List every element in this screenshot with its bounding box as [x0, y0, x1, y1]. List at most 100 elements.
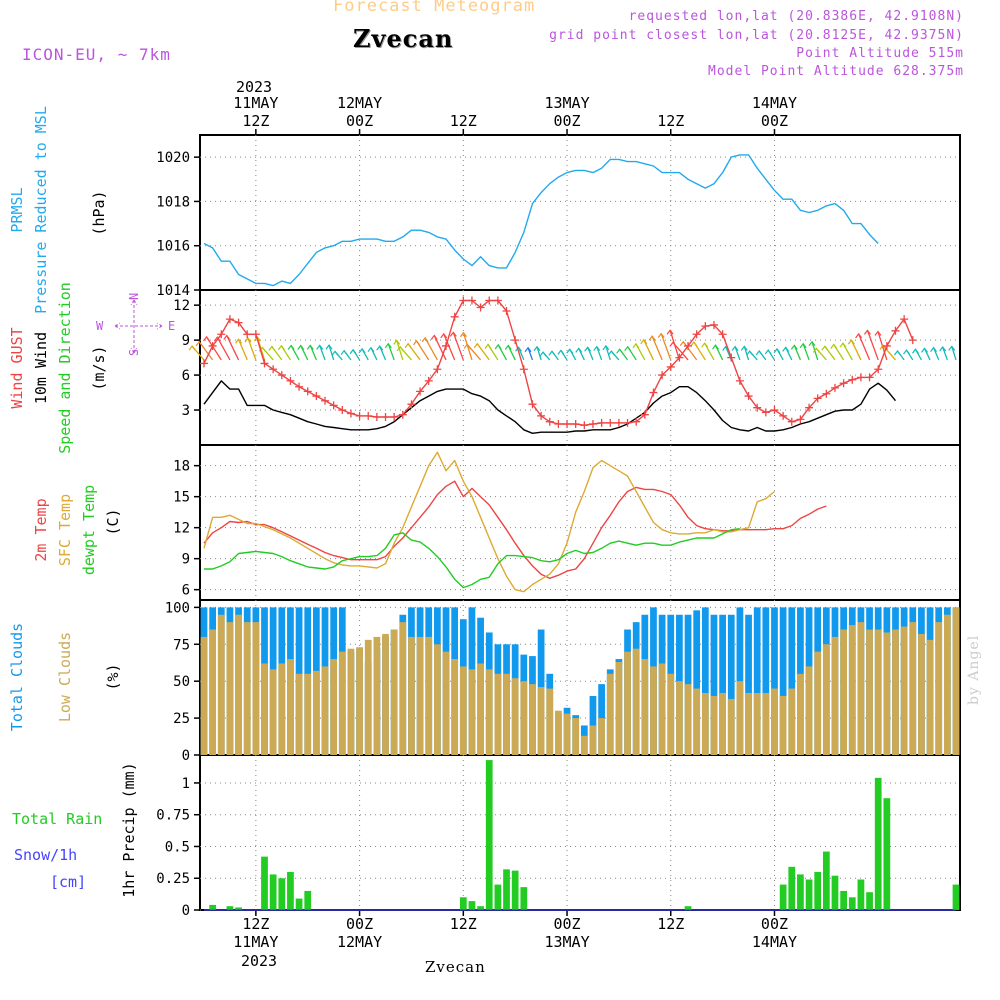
- wind-direction-arrow: [452, 332, 464, 361]
- low-clouds-bar: [840, 629, 848, 755]
- low-clouds-bar: [364, 639, 372, 755]
- wind-direction-arrow: [536, 346, 542, 361]
- rain-bar: [304, 890, 312, 910]
- y-tick-label: 1016: [156, 239, 190, 255]
- wind-gust-marker: [519, 365, 528, 374]
- t2m-line: [203, 480, 827, 579]
- wind-gust-marker: [891, 326, 900, 335]
- wind-gust-marker: [632, 417, 641, 426]
- wind-gust-marker: [623, 418, 632, 427]
- low-clouds-bar: [874, 629, 882, 755]
- low-clouds-bar: [555, 710, 562, 755]
- low-clouds-bar: [589, 725, 597, 755]
- date-label-bottom: 12MAY: [337, 933, 382, 951]
- precip-unit-label: 1hr Precip (mm): [120, 762, 138, 897]
- wind-direction-arrow: [850, 339, 862, 361]
- wind-arrow-head: [421, 336, 429, 343]
- wind-direction-arrow: [309, 345, 317, 361]
- wind-arrow-head: [799, 342, 807, 349]
- wind-arrow-head: [855, 332, 863, 339]
- wind-gust-marker: [502, 306, 511, 315]
- wind-arrow-head: [557, 349, 565, 355]
- wind-gust-marker: [692, 330, 701, 339]
- wind-arrow-head: [213, 336, 221, 342]
- bottom-year-label: 2023: [241, 952, 277, 970]
- wind-gust-marker: [381, 413, 390, 422]
- wind-speed-direction-label: Speed and Direction: [56, 282, 74, 454]
- wind-direction-arrow: [660, 333, 672, 361]
- total-rain-label: Total Rain: [12, 810, 102, 828]
- wind-arrow-head: [524, 346, 532, 353]
- wind-arrow-head: [463, 343, 471, 349]
- wind-arrow-head: [930, 346, 938, 353]
- dewpoint-line: [204, 528, 740, 589]
- low-clouds-bar: [822, 644, 830, 755]
- low-clouds-bar: [667, 673, 675, 755]
- panel-frame: [199, 754, 961, 911]
- wind-gust-marker: [450, 312, 459, 321]
- wind-arrow-head: [921, 347, 928, 353]
- low-clouds-bar: [226, 622, 234, 755]
- total-clouds-bar: [719, 614, 726, 755]
- low-clouds-bar: [658, 663, 666, 755]
- low-clouds-bar: [373, 636, 381, 755]
- dewpoint-label: dewpt Temp: [80, 485, 98, 575]
- wind-gust-marker: [839, 379, 848, 388]
- low-clouds-bar: [330, 659, 338, 755]
- wind-gust-marker: [537, 411, 546, 420]
- wind-arrow-head: [808, 340, 816, 347]
- wind-arrow-head: [624, 345, 632, 352]
- wind-arrow-head: [894, 349, 901, 356]
- wind-arrow-head: [430, 334, 438, 340]
- low-clouds-bar: [235, 614, 242, 755]
- low-clouds-bar: [857, 622, 865, 755]
- y-tick-label: 9: [182, 552, 190, 568]
- y-tick-label: 50: [173, 674, 190, 690]
- model-point-altitude: Model Point Altitude 628.375m: [708, 64, 964, 79]
- low-clouds-bar: [563, 713, 571, 755]
- wind-gust-marker: [390, 413, 399, 422]
- low-clouds-bar: [676, 681, 683, 755]
- time-tick-label-bottom: 00Z: [346, 915, 373, 933]
- rain-bar: [952, 884, 960, 910]
- rain-bar: [866, 892, 873, 910]
- panel-frame: [199, 444, 961, 601]
- pressure-unit-label: (hPa): [90, 190, 108, 235]
- rain-bar: [848, 897, 856, 910]
- wind-gust-marker: [372, 413, 381, 422]
- y-tick-label: 0.25: [156, 871, 190, 887]
- wind-gust-marker: [424, 376, 433, 385]
- time-tick-label-top: 12Z: [657, 112, 684, 130]
- wind-arrow-head: [449, 331, 457, 337]
- low-clouds-bar: [304, 673, 312, 755]
- y-tick-label: 75: [173, 637, 190, 653]
- wind-direction-arrow: [942, 346, 948, 361]
- y-tick-label: 25: [173, 711, 190, 727]
- wind-gust-marker: [563, 420, 572, 429]
- wind-gust-line: [203, 299, 914, 426]
- low-clouds-bar: [278, 663, 286, 755]
- wind-direction-arrow: [643, 339, 655, 361]
- wind-direction-arrow: [734, 346, 741, 361]
- wind-arrow-head: [821, 345, 829, 351]
- wind-arrow-head: [459, 331, 467, 338]
- low-clouds-bar: [312, 670, 320, 755]
- low-clouds-bar: [926, 639, 934, 755]
- low-clouds-bar: [779, 695, 787, 755]
- low-clouds-bar: [632, 648, 640, 755]
- wind-gust-marker: [614, 418, 623, 427]
- panel-frame: [199, 289, 961, 446]
- wind-arrow-head: [384, 342, 392, 349]
- wind-arrow-head: [195, 340, 203, 347]
- y-tick-label: 6: [182, 583, 190, 599]
- wind-gust-marker: [476, 303, 485, 312]
- wind-gust-marker: [295, 382, 304, 391]
- wind-arrow-head: [235, 338, 243, 344]
- rain-bar: [684, 906, 692, 910]
- wind-arrow-head: [731, 345, 739, 351]
- wind-arrow-head: [349, 348, 357, 355]
- wind-direction-arrow: [387, 343, 395, 361]
- compass-west: W: [96, 319, 104, 333]
- low-clouds-bar: [866, 629, 873, 755]
- low-clouds-bar: [416, 636, 424, 755]
